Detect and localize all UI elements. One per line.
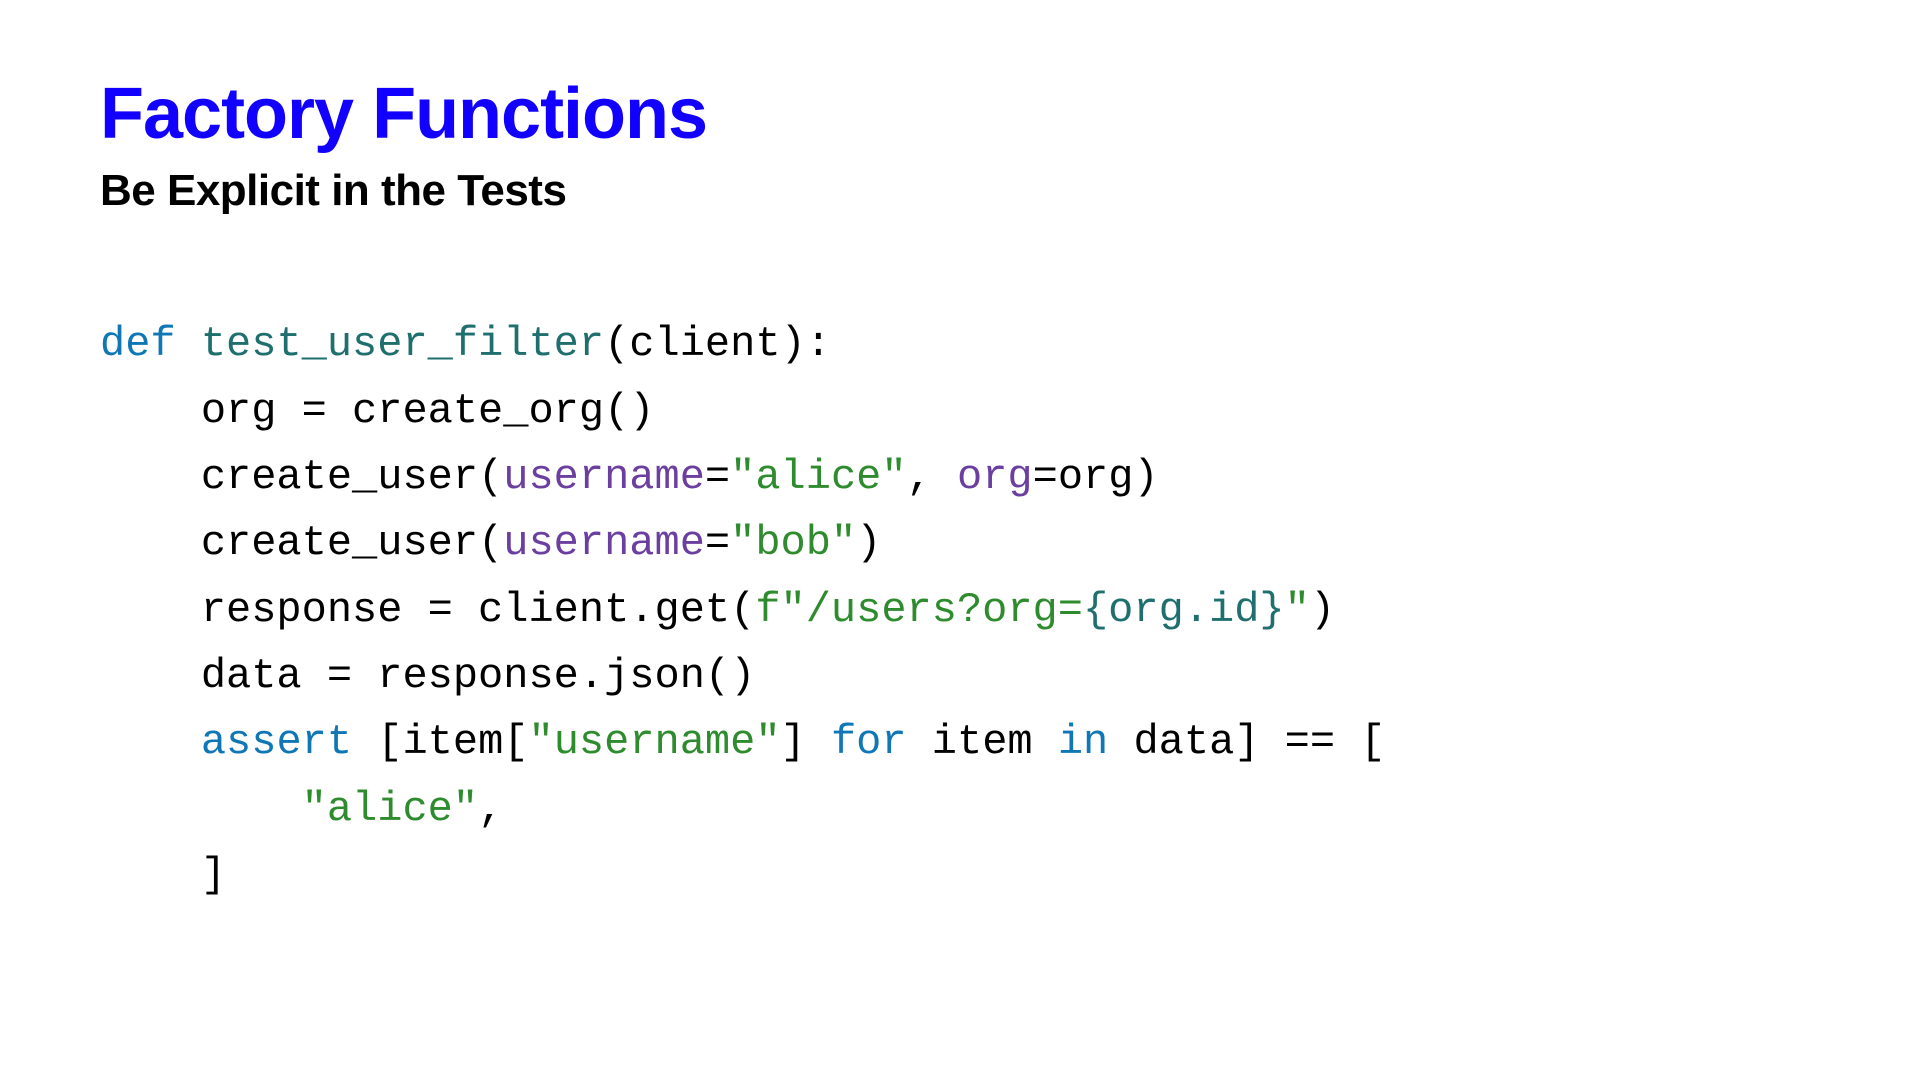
code-token: test_user_filter [201,320,604,368]
code-token [100,785,302,833]
code-token: data] == [ [1108,718,1385,766]
code-token: def [100,320,201,368]
code-token: "bob" [730,519,856,567]
code-token [100,718,201,766]
code-token: [item[ [352,718,528,766]
code-token: ] [100,851,226,899]
code-block: def test_user_filter(client): org = crea… [100,311,1820,908]
code-token: create_user( [100,453,503,501]
code-token: assert [201,718,352,766]
code-token: org = create_org() [100,387,655,435]
code-token: ) [1310,586,1335,634]
code-token: "username" [529,718,781,766]
code-token: in [1058,718,1108,766]
code-token: username [503,519,705,567]
slide-title: Factory Functions [100,75,1820,154]
code-token: = [705,519,730,567]
code-token: , [478,785,503,833]
slide: Factory Functions Be Explicit in the Tes… [0,0,1920,1080]
code-token: username [503,453,705,501]
code-token: create_user( [100,519,503,567]
code-token: ] [781,718,831,766]
code-token: data = response.json() [100,652,755,700]
code-token: = [705,453,730,501]
code-token: response = client.get( [100,586,755,634]
code-token: "alice" [302,785,478,833]
code-token: , [907,453,957,501]
code-token: for [831,718,907,766]
code-token: "alice" [730,453,906,501]
slide-subtitle: Be Explicit in the Tests [100,166,1820,216]
code-token: f"/users?org= [755,586,1083,634]
code-token: (client): [604,320,831,368]
code-token: item [907,718,1058,766]
code-token: " [1285,586,1310,634]
code-token: org [957,453,1033,501]
code-token: =org) [1033,453,1159,501]
code-token: {org.id} [1083,586,1285,634]
code-token: ) [856,519,881,567]
